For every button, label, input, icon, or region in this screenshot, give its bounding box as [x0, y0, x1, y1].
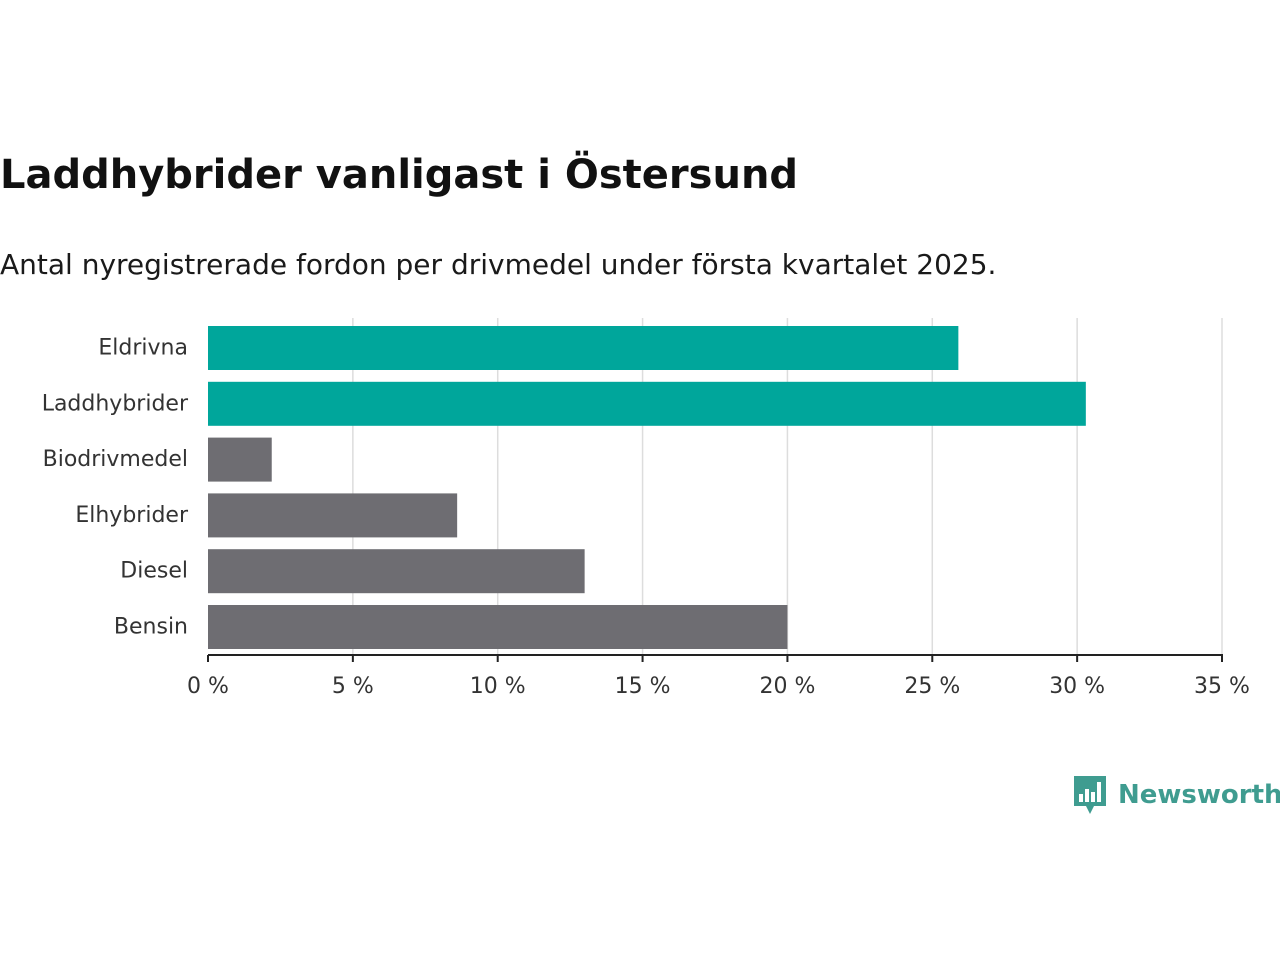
newsworthy-logo: Newsworthy: [1072, 774, 1280, 816]
x-tick-label: 30 %: [1049, 674, 1105, 699]
x-tick-label: 20 %: [759, 674, 815, 699]
category-label: Laddhybrider: [42, 391, 189, 416]
x-tick-label: 10 %: [470, 674, 526, 699]
bar-bensin: [208, 605, 788, 649]
x-tick-label: 35 %: [1194, 674, 1250, 699]
bar-eldrivna: [208, 326, 959, 370]
newsworthy-logo-icon: [1074, 776, 1106, 814]
bar-laddhybrider: [208, 381, 1086, 426]
newsworthy-logo-text: Newsworthy: [1118, 780, 1280, 810]
bar-diesel: [208, 549, 585, 594]
bar-biodrivmedel: [208, 437, 272, 482]
x-tick-label: 15 %: [615, 674, 671, 699]
x-tick-label: 5 %: [332, 674, 374, 699]
x-tick-label: 25 %: [904, 674, 960, 699]
category-label: Biodrivmedel: [43, 447, 188, 472]
bar-elhybrider: [208, 493, 458, 538]
chart-subtitle: Antal nyregistrerade fordon per drivmede…: [0, 248, 997, 281]
category-label: Diesel: [120, 559, 188, 584]
category-label: Eldrivna: [98, 336, 188, 361]
category-label: Elhybrider: [75, 503, 189, 528]
bar-chart: Eldrivna Laddhybrider Biodrivmedel Elhybrid…: [42, 318, 1250, 699]
x-tick-label: 0 %: [187, 674, 229, 699]
chart-title: Laddhybrider vanligast i Östersund: [0, 152, 799, 198]
category-label: Bensin: [114, 615, 188, 640]
